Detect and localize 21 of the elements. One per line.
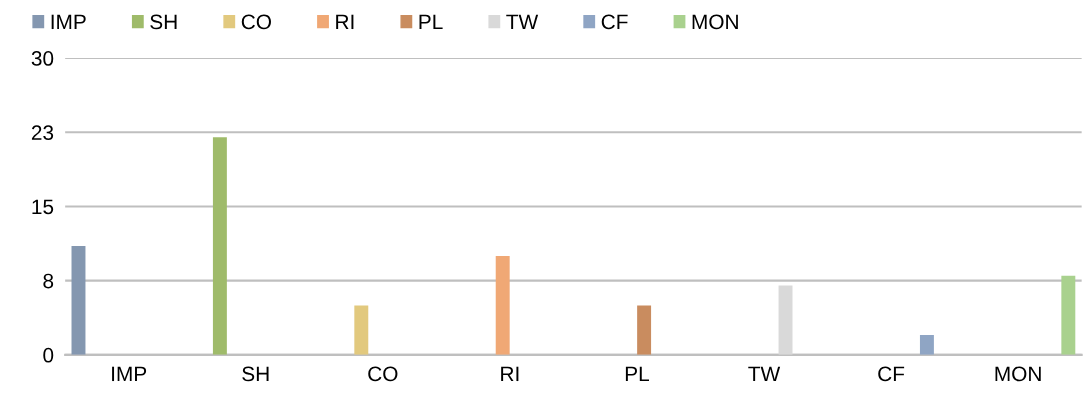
x-tick-label: CO	[368, 366, 398, 382]
x-tick-label: CF	[878, 366, 905, 382]
y-tick-label: 15	[32, 199, 54, 215]
x-tick-label: SH	[242, 366, 269, 382]
legend-label: TW	[506, 14, 539, 30]
x-tick-label: RI	[501, 366, 519, 382]
y-tick-label: 0	[43, 347, 54, 363]
legend-label: IMP	[51, 14, 86, 30]
x-tick-label: MON	[995, 366, 1041, 382]
x-tick-label: TW	[748, 366, 781, 382]
y-tick-label: 23	[31, 125, 54, 141]
legend-label: SH	[150, 14, 177, 30]
x-tick-label: IMP	[112, 366, 147, 382]
legend-label: RI	[336, 14, 354, 30]
y-tick-label: 30	[31, 51, 54, 66]
legend-label: PL	[419, 14, 443, 30]
legend-label: CO	[241, 14, 271, 30]
x-tick-label: PL	[625, 366, 649, 382]
y-tick-label: 8	[43, 273, 54, 289]
legend-label: CF	[601, 14, 628, 30]
legend-label: MON	[692, 14, 738, 30]
